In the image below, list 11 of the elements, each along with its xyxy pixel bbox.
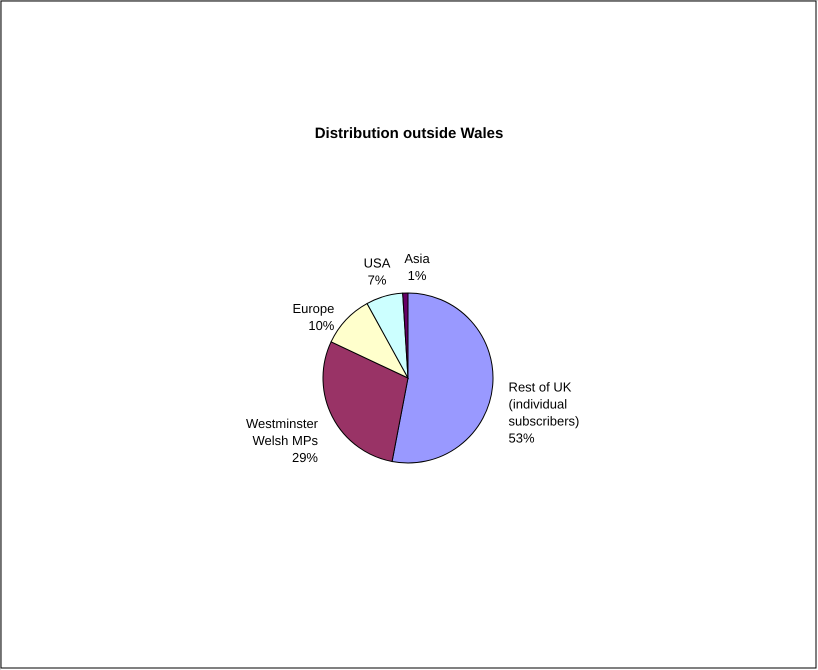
data-label: 29% <box>292 450 318 465</box>
data-label: 10% <box>308 318 335 333</box>
data-label: 7% <box>368 272 387 288</box>
slice-label: Europe <box>292 300 334 316</box>
data-label: 1% <box>408 268 427 284</box>
slice-label: Asia <box>404 251 430 266</box>
data-label: 53% <box>508 430 536 446</box>
slice-label: Rest of UK (individual subscribers) <box>508 380 580 429</box>
slice-label: USA <box>364 255 391 270</box>
chart-title: Distribution outside Wales <box>314 125 504 142</box>
slice-label: Westminster Welsh MPs <box>246 416 319 448</box>
